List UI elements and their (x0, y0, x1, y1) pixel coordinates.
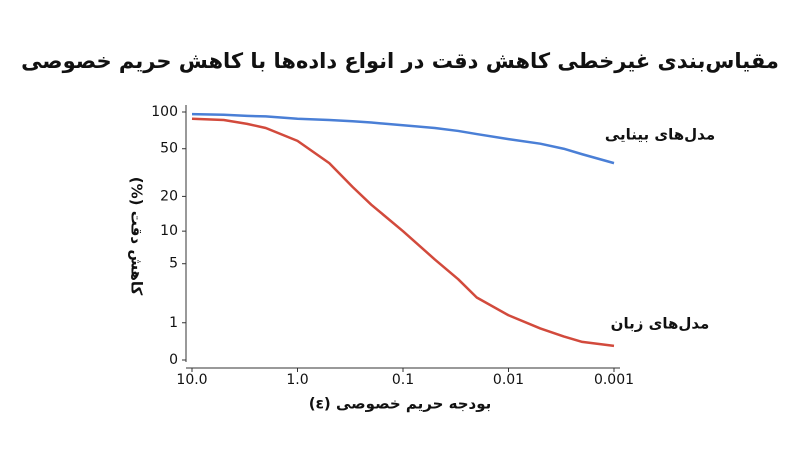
x-tick-label: 1.0 (286, 372, 308, 388)
x-tick-label: 0.1 (392, 372, 414, 388)
x-tick-label: 0.01 (493, 372, 524, 388)
series-line (191, 112, 615, 165)
x-tick-label: 10.0 (176, 372, 207, 388)
y-tick-label: 1 (169, 315, 178, 331)
y-axis-label: کاهش دقت (%) (128, 177, 146, 296)
series-line (191, 117, 615, 348)
y-tick-label: 10 (160, 223, 178, 239)
series-label: مدل‌های بینایی (605, 126, 715, 144)
series-label: مدل‌های زبان (611, 314, 710, 332)
y-tick-label: 100 (151, 104, 178, 120)
y-tick-label: 0 (169, 352, 178, 368)
y-tick-label: 20 (160, 188, 178, 204)
x-tick-label: 0.001 (594, 372, 634, 388)
y-tick-label: 5 (169, 256, 178, 272)
y-tick-label: 50 (160, 141, 178, 157)
x-axis-label: بودجه حریم خصوصی (ε) (309, 395, 492, 413)
chart-title: مقیاس‌بندی غیرخطی کاهش دقت در انواع داده… (21, 49, 779, 73)
